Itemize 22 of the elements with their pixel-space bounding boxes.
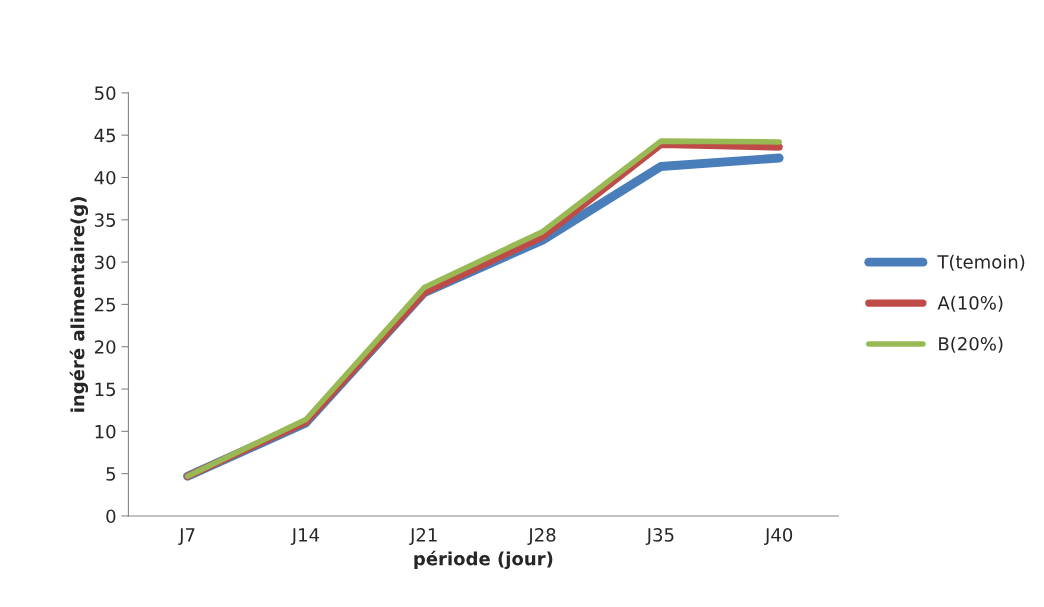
y-tick-label: 50 <box>95 86 116 100</box>
x-tick-label: J40 <box>764 528 793 546</box>
x-tick-label: J14 <box>290 528 320 546</box>
legend-label: B(20%) <box>939 336 1003 353</box>
y-tick-label: 45 <box>94 128 116 143</box>
x-tick-label: J28 <box>527 528 556 546</box>
x-axis-title: période (jour) <box>414 550 553 570</box>
y-tick-label: 35 <box>95 213 116 227</box>
y-tick-label: 20 <box>94 340 116 354</box>
x-tick-label: J35 <box>645 528 674 546</box>
legend-label: T(temoin) <box>937 254 1025 271</box>
x-tick-label: J21 <box>409 528 437 546</box>
y-tick-label: 15 <box>95 382 116 397</box>
y-tick-label: 0 <box>106 509 116 524</box>
y-axis-title: ingéré alimentaire(g) <box>69 197 89 412</box>
x-tick-label: J7 <box>178 528 195 546</box>
y-tick-label: 25 <box>94 297 116 312</box>
legend-label: A(10%) <box>937 295 1003 312</box>
y-tick-label: 30 <box>95 255 116 270</box>
y-tick-label: 10 <box>95 424 116 439</box>
y-tick-label: 40 <box>94 170 116 185</box>
y-tick-label: 5 <box>106 467 116 481</box>
